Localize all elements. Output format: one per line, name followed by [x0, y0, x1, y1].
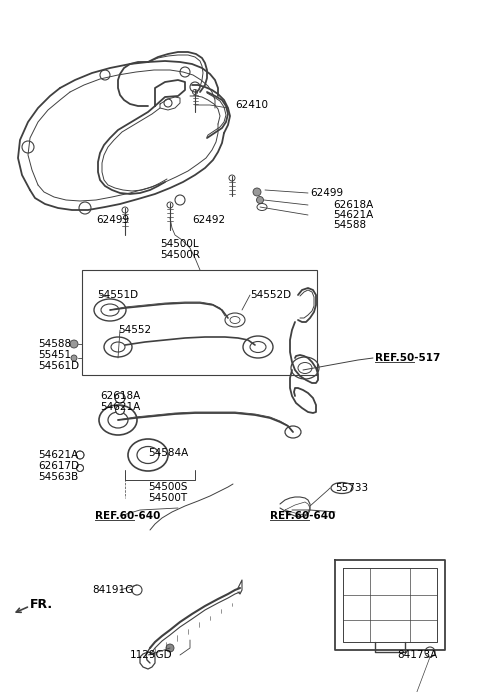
- Text: 54500R: 54500R: [160, 250, 200, 260]
- Text: 62499: 62499: [96, 215, 129, 225]
- Text: 54500L: 54500L: [160, 239, 199, 249]
- Text: 55733: 55733: [335, 483, 368, 493]
- Circle shape: [71, 355, 77, 361]
- Text: 54621A: 54621A: [38, 450, 78, 460]
- Text: REF.60-640: REF.60-640: [270, 511, 336, 521]
- Bar: [82, 270, 317, 375]
- Text: REF.50-517: REF.50-517: [375, 353, 440, 363]
- Text: 62617D: 62617D: [38, 461, 79, 471]
- Circle shape: [115, 393, 125, 403]
- Circle shape: [256, 197, 264, 203]
- Text: 62618A: 62618A: [333, 200, 373, 210]
- Text: 54588: 54588: [38, 339, 71, 349]
- Circle shape: [76, 451, 84, 459]
- Circle shape: [70, 340, 78, 348]
- Text: 1129GD: 1129GD: [130, 650, 173, 660]
- Text: 54584A: 54584A: [148, 448, 188, 458]
- Text: 54621A: 54621A: [333, 210, 373, 220]
- Text: 84173A: 84173A: [397, 650, 437, 660]
- Text: 84191G: 84191G: [92, 585, 133, 595]
- Text: 54561D: 54561D: [38, 361, 79, 371]
- Text: 62618A: 62618A: [100, 391, 140, 401]
- Text: 54500T: 54500T: [148, 493, 187, 503]
- Text: 54552D: 54552D: [250, 290, 291, 300]
- Circle shape: [116, 406, 124, 415]
- Text: 54551D: 54551D: [97, 290, 138, 300]
- Text: 54500S: 54500S: [148, 482, 188, 492]
- Text: REF.60-640: REF.60-640: [95, 511, 160, 521]
- Text: 62492: 62492: [192, 215, 225, 225]
- Text: 54563B: 54563B: [38, 472, 78, 482]
- Text: 55451: 55451: [38, 350, 71, 360]
- Text: 54552: 54552: [118, 325, 151, 335]
- Circle shape: [76, 464, 84, 471]
- Text: FR.: FR.: [30, 599, 53, 612]
- Text: 62499: 62499: [310, 188, 343, 198]
- Circle shape: [166, 644, 174, 652]
- Text: 54588: 54588: [333, 220, 366, 230]
- Circle shape: [253, 188, 261, 196]
- Text: 62410: 62410: [235, 100, 268, 110]
- Text: 54621A: 54621A: [100, 402, 140, 412]
